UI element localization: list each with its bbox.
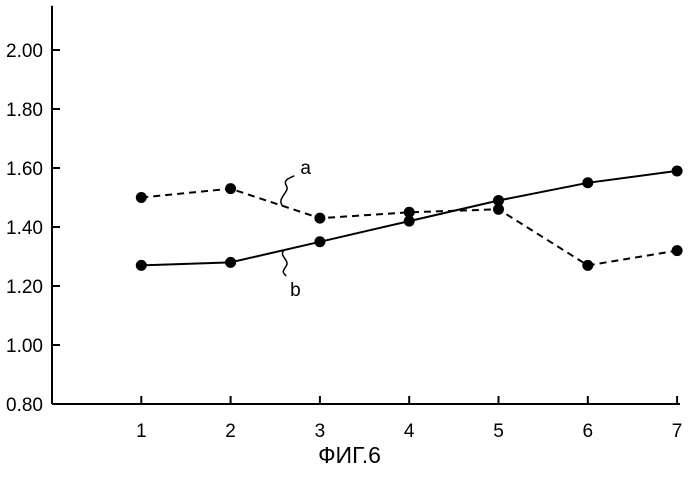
y-tick-label: 1.00 — [6, 336, 43, 357]
series-b-point — [225, 257, 236, 268]
series-b-point — [136, 260, 147, 271]
y-tick-label: 1.40 — [6, 218, 43, 239]
x-tick-label: 4 — [404, 421, 415, 442]
series-b-leader — [282, 250, 287, 276]
x-tick-label: 2 — [225, 421, 236, 442]
series-a-point — [582, 260, 593, 271]
series-b-label: b — [290, 280, 301, 301]
series-a-label: a — [300, 158, 311, 179]
series-a-leader — [281, 176, 295, 206]
series-a-line — [141, 189, 677, 266]
series-a-point — [136, 192, 147, 203]
series-b-point — [314, 236, 325, 247]
y-tick-label: 0.80 — [6, 395, 43, 416]
axes: 0.80 1.00 1.20 1.40 1.60 1.80 2.00 1 2 3 4 5 6 7 — [6, 6, 682, 442]
series-b-point — [493, 195, 504, 206]
x-tick-label: 3 — [315, 421, 326, 442]
y-tick-label: 1.80 — [6, 100, 43, 121]
y-tick-label: 1.20 — [6, 277, 43, 298]
x-tick-label: 5 — [493, 421, 504, 442]
y-tick-label: 1.60 — [6, 159, 43, 180]
y-tick-label: 2.00 — [6, 41, 43, 62]
x-tick-label: 7 — [672, 421, 683, 442]
series-a-point — [314, 213, 325, 224]
series-a-point — [225, 183, 236, 194]
series-b-point — [404, 216, 415, 227]
x-tick-label: 6 — [583, 421, 594, 442]
x-tick-label: 1 — [136, 421, 147, 442]
series-b-point — [672, 165, 683, 176]
series-b-point — [582, 177, 593, 188]
figure-caption: ФИГ.6 — [0, 442, 699, 469]
series-a-point — [672, 245, 683, 256]
series-layer — [136, 165, 683, 270]
series-labels: ab — [281, 158, 312, 301]
